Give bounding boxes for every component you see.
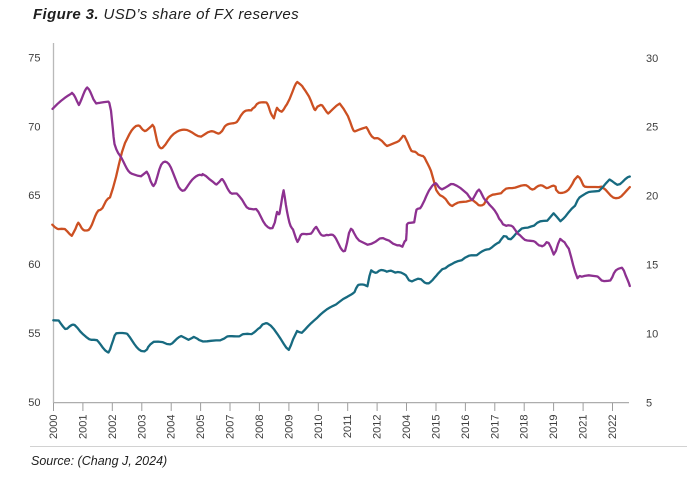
svg-text:30: 30 [646,53,658,65]
svg-text:70: 70 [28,121,40,133]
svg-text:20: 20 [646,191,658,203]
svg-text:2001: 2001 [77,415,89,439]
svg-text:2016: 2016 [460,415,472,439]
svg-text:2021: 2021 [578,415,590,439]
svg-text:60: 60 [28,259,40,271]
svg-text:15: 15 [646,260,658,272]
svg-text:50: 50 [28,397,40,409]
svg-text:2010: 2010 [313,415,325,439]
svg-text:55: 55 [28,328,40,340]
svg-text:75: 75 [28,52,40,64]
svg-text:2004: 2004 [401,415,413,439]
svg-text:2022: 2022 [607,415,619,439]
svg-text:2012: 2012 [372,415,384,439]
svg-text:2007: 2007 [225,415,237,439]
svg-text:5: 5 [646,397,652,409]
svg-text:2004: 2004 [166,415,178,439]
svg-text:Figure 3. USD’s share of FX re: Figure 3. USD’s share of FX reserves [33,6,299,23]
svg-text:2015: 2015 [431,415,443,439]
svg-text:2003: 2003 [136,415,148,439]
svg-text:2011: 2011 [342,415,354,439]
svg-text:2000: 2000 [48,415,60,439]
svg-text:2009: 2009 [283,415,295,439]
svg-text:2017: 2017 [489,415,501,439]
svg-text:2019: 2019 [548,415,560,439]
svg-text:65: 65 [28,190,40,202]
svg-text:10: 10 [646,328,658,340]
svg-text:2018: 2018 [519,415,531,439]
svg-text:2002: 2002 [107,415,119,439]
svg-text:2008: 2008 [254,415,266,439]
svg-text:2005: 2005 [195,415,207,439]
svg-text:25: 25 [646,122,658,134]
svg-text:Source: (Chang J, 2024): Source: (Chang J, 2024) [31,454,167,468]
